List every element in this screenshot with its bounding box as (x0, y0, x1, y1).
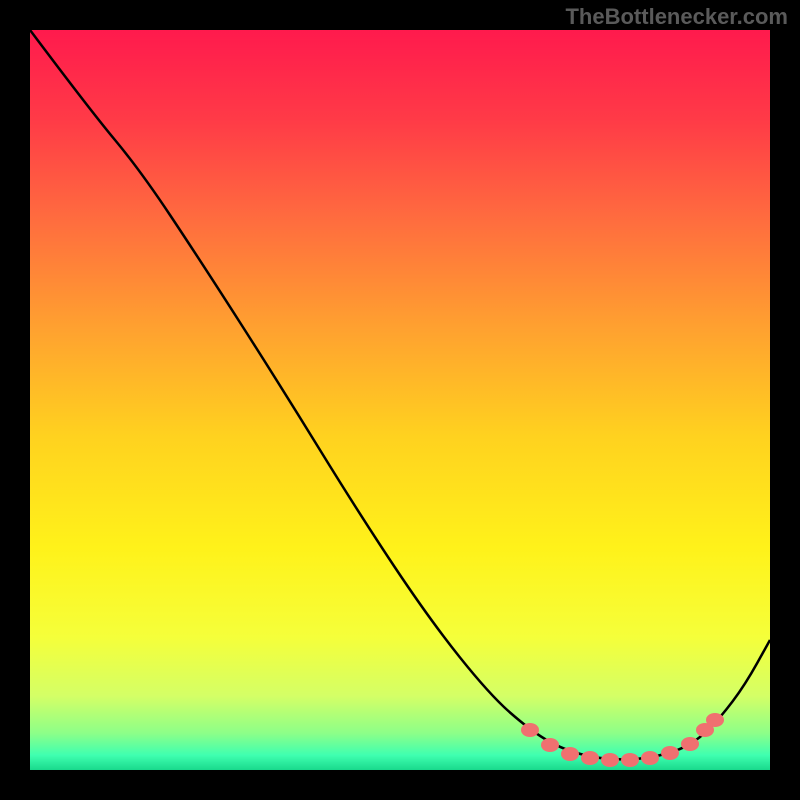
marker-point (621, 753, 639, 767)
marker-point (681, 737, 699, 751)
marker-point (561, 747, 579, 761)
marker-point (541, 738, 559, 752)
marker-point (601, 753, 619, 767)
plot-background (30, 30, 770, 770)
marker-point (521, 723, 539, 737)
marker-point (661, 746, 679, 760)
chart-svg (0, 0, 800, 800)
marker-point (706, 713, 724, 727)
marker-point (581, 751, 599, 765)
watermark-text: TheBottlenecker.com (565, 4, 788, 30)
marker-point (641, 751, 659, 765)
bottleneck-chart (0, 0, 800, 800)
